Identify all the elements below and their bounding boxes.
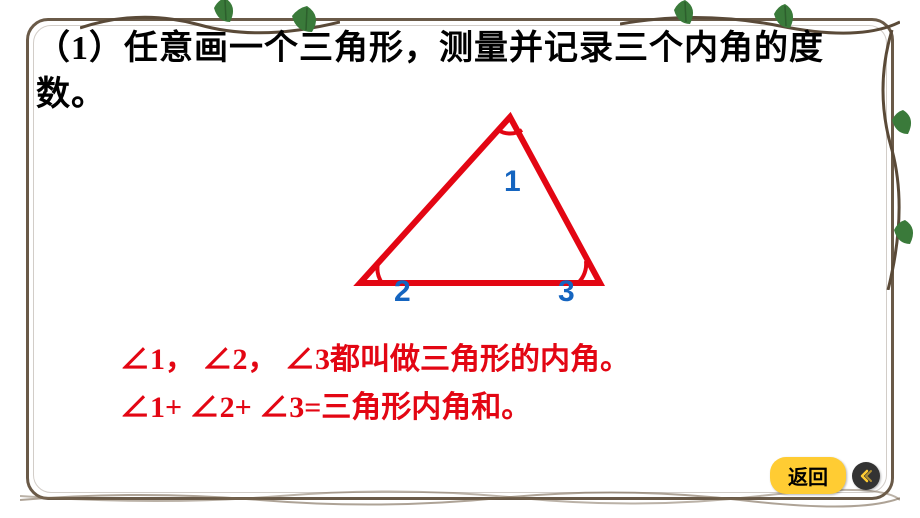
conclusion-line-1: ∠1， ∠2， ∠3都叫做三角形的内角。 xyxy=(120,336,630,384)
angle-arc-1 xyxy=(498,130,522,134)
back-arrow-icon xyxy=(852,462,880,490)
question-text: （1）任意画一个三角形，测量并记录三个内角的度数。 xyxy=(36,26,884,118)
leaf-top-1 xyxy=(210,0,240,24)
angle-arc-2 xyxy=(377,263,382,283)
back-button-label: 返回 xyxy=(770,457,846,494)
leaf-right-1 xyxy=(888,110,918,136)
triangle-shape xyxy=(360,117,600,283)
triangle-diagram: 1 2 3 xyxy=(280,105,640,305)
vine-bottom xyxy=(20,484,900,514)
conclusion-line-2: ∠1+ ∠2+ ∠3=三角形内角和。 xyxy=(120,384,630,432)
angle-label-2: 2 xyxy=(394,275,411,309)
leaf-right-2 xyxy=(890,220,920,246)
angle-arc-3 xyxy=(578,261,586,283)
leaf-top-3 xyxy=(670,0,700,26)
angle-label-1: 1 xyxy=(504,165,521,199)
back-button[interactable]: 返回 xyxy=(770,457,880,494)
conclusion-text: ∠1， ∠2， ∠3都叫做三角形的内角。 ∠1+ ∠2+ ∠3=三角形内角和。 xyxy=(120,336,630,432)
angle-label-3: 3 xyxy=(558,275,575,309)
